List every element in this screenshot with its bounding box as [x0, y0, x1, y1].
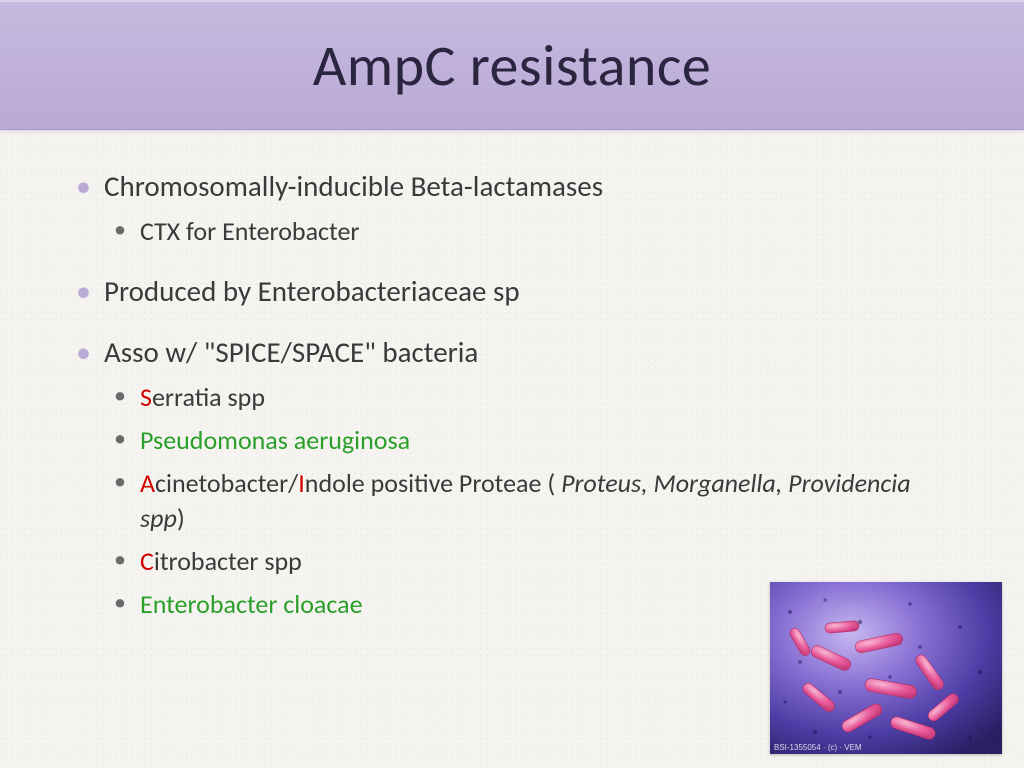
image-caption: BSI-1355054 · (c) · VEM — [774, 743, 862, 752]
bullet-3-sub-3: Acinetobacter/Indole positive Proteae ( … — [104, 466, 954, 536]
sub4-rest: itrobacter spp — [154, 545, 302, 577]
sub3-mid1: cinetobacter/ — [155, 467, 298, 499]
bullet-3-sub-2: Pseudomonas aeruginosa — [104, 423, 954, 458]
bacteria-image: BSI-1355054 · (c) · VEM — [770, 582, 1002, 754]
hl-letter-s: S — [140, 381, 152, 413]
bullet-3-sub-4: Citrobacter spp — [104, 544, 954, 579]
bullet-3: Asso w/ "SPICE/SPACE" bacteria Serratia … — [70, 334, 954, 623]
bullet-list: Chromosomally-inducible Beta-lactamases … — [70, 168, 954, 622]
sub1-rest: erratia spp — [152, 381, 265, 413]
sub3-mid2: ndole positive Proteae ( — [305, 467, 561, 499]
sub5-rest: nterobacter cloacae — [153, 588, 363, 620]
hl-letter-c: C — [140, 545, 154, 577]
bullet-1-text: Chromosomally-inducible Beta-lactamases — [104, 168, 603, 204]
title-band: AmpC resistance — [0, 0, 1024, 130]
hl-letter-e: E — [140, 588, 153, 620]
bullet-2: Produced by Enterobacteriaceae sp — [70, 273, 954, 309]
bullet-1-sub-1: CTX for Enterobacter — [104, 214, 954, 249]
bullet-3-text: Asso w/ "SPICE/SPACE" bacteria — [104, 334, 478, 370]
bullet-1: Chromosomally-inducible Beta-lactamases … — [70, 168, 954, 249]
bullet-3-sub-1: Serratia spp — [104, 380, 954, 415]
bacteria-svg — [770, 582, 1002, 754]
slide-title: AmpC resistance — [313, 30, 712, 101]
sub3-end: ) — [177, 502, 185, 534]
content-area: Chromosomally-inducible Beta-lactamases … — [0, 130, 1024, 622]
sub2-rest: seudomonas aeruginosa — [153, 424, 410, 456]
hl-letter-a: A — [140, 467, 155, 499]
hl-letter-p: P — [140, 424, 153, 456]
